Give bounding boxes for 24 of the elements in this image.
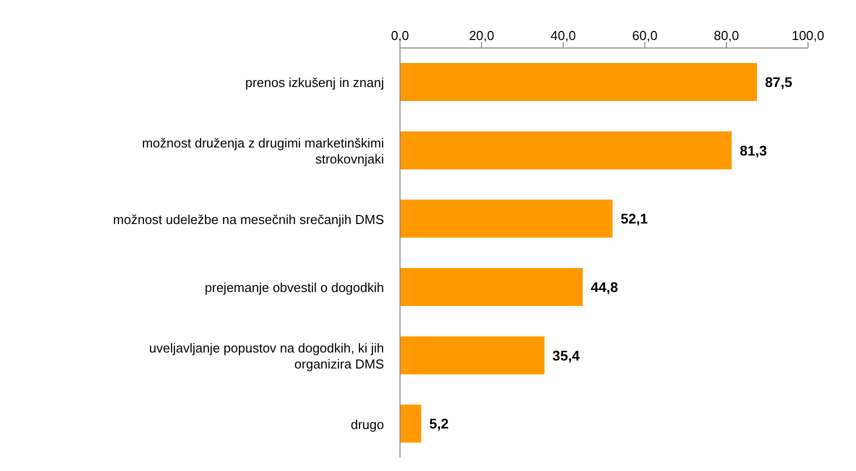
data-label: 5,2 xyxy=(429,416,449,432)
x-tick-label: 0,0 xyxy=(390,28,410,43)
data-label: 81,3 xyxy=(740,142,768,158)
data-label: 87,5 xyxy=(765,74,792,90)
bar xyxy=(400,336,544,374)
data-label: 52,1 xyxy=(620,210,648,227)
data-label: 44,8 xyxy=(590,278,618,295)
bar xyxy=(400,404,422,443)
bar xyxy=(400,200,613,238)
y-tick-label: možnost druženja z drugimi marketinškimi strokovnjaki xyxy=(142,135,384,166)
x-tick-label: 80,0 xyxy=(714,28,740,43)
y-tick-label: prejemanje obvestil o dogodkih xyxy=(204,280,384,295)
y-tick-label: prenos izkušenj in znanj xyxy=(245,74,384,90)
x-tick-label: 100,0 xyxy=(792,28,824,43)
data-label: 35,4 xyxy=(552,347,580,364)
bar xyxy=(400,268,583,306)
y-tick-label: drugo xyxy=(350,416,384,432)
x-tick-label: 60,0 xyxy=(632,28,658,43)
bar xyxy=(400,63,757,101)
y-tick-label: možnost udeležbe na mesečnih srečanjih DMS xyxy=(113,211,384,226)
bar xyxy=(400,131,732,170)
x-tick-label: 40,0 xyxy=(550,28,576,43)
x-tick-label: 20,0 xyxy=(468,28,494,43)
y-tick-label: uveljavljanje popustov na dogodkih, ki jih organizira DMS xyxy=(149,340,384,371)
